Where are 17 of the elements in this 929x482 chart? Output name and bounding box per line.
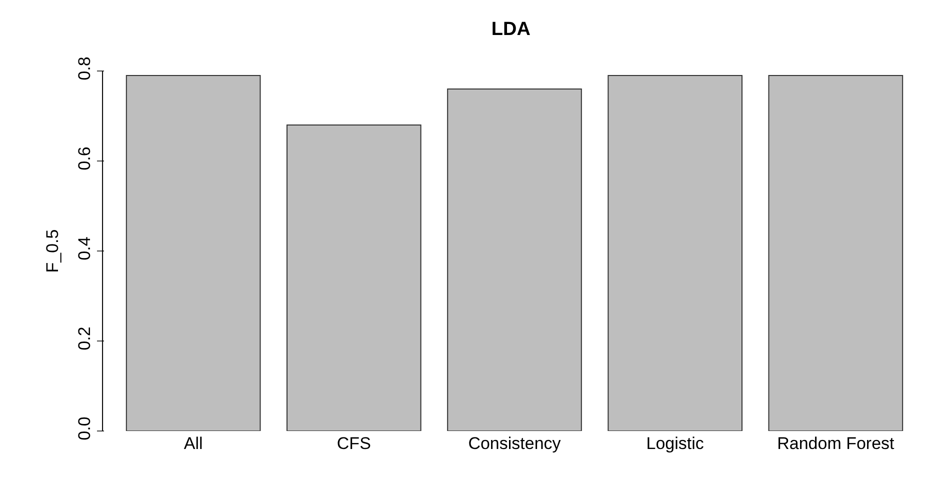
bar bbox=[126, 75, 261, 431]
x-tick-label: All bbox=[184, 434, 203, 453]
x-tick-label: Logistic bbox=[646, 434, 704, 453]
y-tick-label: 0.0 bbox=[75, 416, 94, 440]
x-tick-label: CFS bbox=[336, 434, 371, 453]
y-tick-label: 0.2 bbox=[75, 326, 94, 350]
x-tick-label: Consistency bbox=[468, 434, 562, 453]
y-tick-label: 0.8 bbox=[75, 56, 94, 80]
y-tick-label: 0.6 bbox=[75, 146, 94, 170]
y-axis-title: F_0.5 bbox=[42, 229, 62, 273]
bar bbox=[768, 75, 904, 431]
y-tick-label: 0.4 bbox=[75, 236, 94, 260]
chart-title: LDA bbox=[491, 18, 531, 40]
bar bbox=[286, 124, 422, 431]
x-tick-label: Random Forest bbox=[777, 434, 895, 453]
bar bbox=[608, 75, 742, 431]
bar bbox=[447, 88, 582, 431]
